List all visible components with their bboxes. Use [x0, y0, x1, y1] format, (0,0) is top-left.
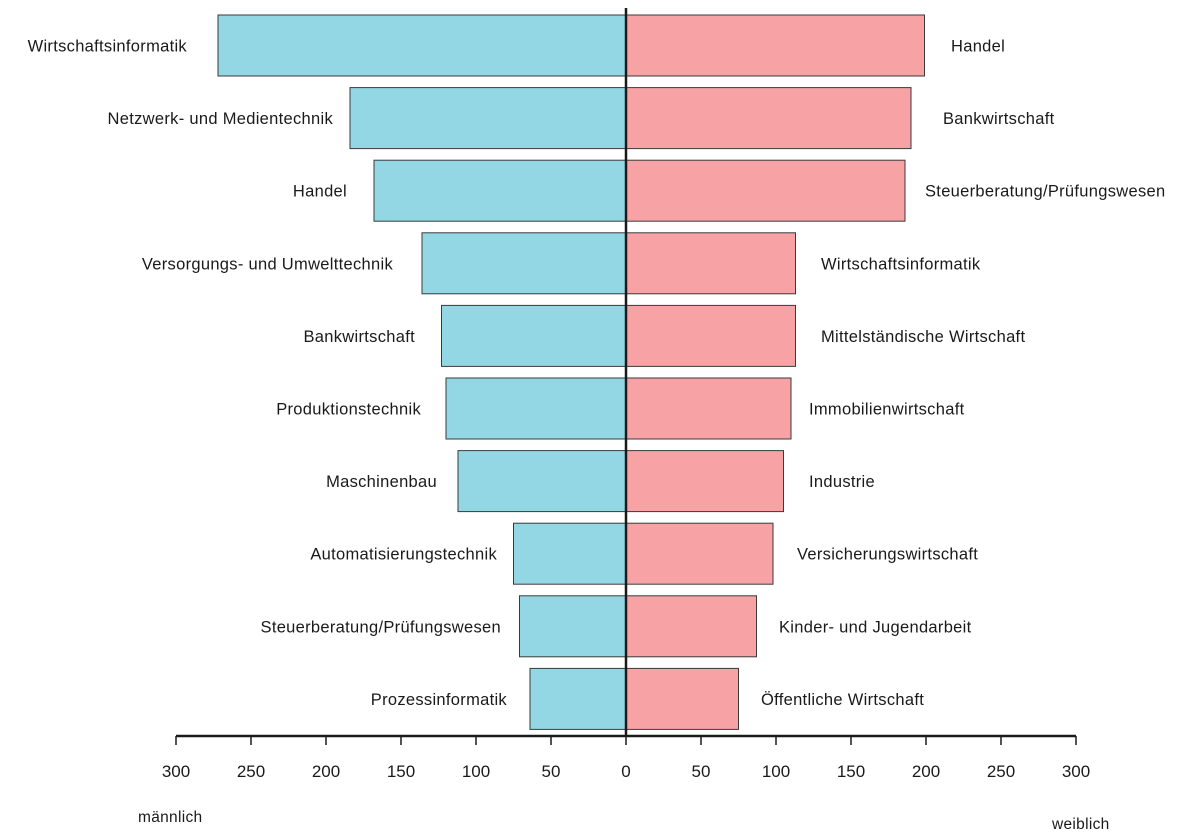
label-weiblich-immobilienwirtschaft: Immobilienwirtschaft	[809, 401, 965, 419]
bar-maennlich-netzwerk-und-medientechnik	[349, 87, 627, 150]
label-weiblich-industrie: Industrie	[809, 473, 875, 491]
x-tick-label: 100	[462, 762, 490, 781]
bar-maennlich-automatisierungstechnik	[513, 522, 627, 585]
bar-weiblich-bankwirtschaft	[625, 87, 912, 150]
label-maennlich-versorgungs-und-umwelttechnik: Versorgungs- und Umwelttechnik	[142, 255, 394, 273]
x-tick-label: 50	[692, 762, 711, 781]
side-label-weiblich: weiblich	[1051, 816, 1110, 833]
bars-maennlich	[217, 14, 627, 730]
label-maennlich-steuerberatung-pruefungswesen: Steuerberatung/Prüfungswesen	[261, 618, 501, 636]
bar-maennlich-bankwirtschaft	[441, 304, 627, 367]
label-maennlich-netzwerk-und-medientechnik: Netzwerk- und Medientechnik	[108, 110, 334, 128]
bar-maennlich-maschinenbau	[457, 450, 627, 513]
bar-weiblich-wirtschaftsinformatik	[625, 232, 796, 295]
bar-maennlich-produktionstechnik	[445, 377, 627, 440]
x-tick-label: 250	[237, 762, 265, 781]
x-tick-label: 200	[312, 762, 340, 781]
bar-maennlich-wirtschaftsinformatik	[217, 14, 627, 77]
bar-weiblich-handel	[625, 14, 925, 77]
x-axis-ticks: 300 250 200 150 100 50 0 50 100 150 200 250 300	[162, 736, 1090, 781]
label-maennlich-wirtschaftsinformatik: Wirtschaftsinformatik	[28, 38, 188, 56]
bar-maennlich-prozessinformatik	[529, 667, 627, 730]
x-tick-label: 300	[162, 762, 190, 781]
x-tick-label: 200	[912, 762, 940, 781]
x-tick-label: 300	[1062, 762, 1090, 781]
category-labels-maennlich: Wirtschaftsinformatik Netzwerk- und Medie…	[28, 38, 508, 709]
x-tick-label: 150	[387, 762, 415, 781]
bar-weiblich-oeffentliche-wirtschaft	[625, 667, 739, 730]
label-maennlich-bankwirtschaft: Bankwirtschaft	[304, 328, 416, 346]
label-weiblich-mittelstaendische-wirtschaft: Mittelständische Wirtschaft	[821, 328, 1025, 346]
label-weiblich-kinder-und-jugendarbeit: Kinder- und Jugendarbeit	[779, 618, 972, 636]
x-tick-label: 100	[762, 762, 790, 781]
bar-maennlich-steuerberatung-pruefungswesen	[519, 595, 627, 658]
bar-weiblich-versicherungswirtschaft	[625, 522, 774, 585]
bar-weiblich-immobilienwirtschaft	[625, 377, 792, 440]
bar-maennlich-versorgungs-und-umwelttechnik	[421, 232, 627, 295]
label-weiblich-steuerberatung-pruefungswesen: Steuerberatung/Prüfungswesen	[925, 183, 1165, 201]
label-weiblich-handel: Handel	[951, 38, 1005, 56]
label-weiblich-oeffentliche-wirtschaft: Öffentliche Wirtschaft	[761, 691, 924, 709]
label-maennlich-automatisierungstechnik: Automatisierungstechnik	[310, 546, 497, 564]
label-weiblich-wirtschaftsinformatik: Wirtschaftsinformatik	[821, 255, 981, 273]
x-tick-label: 150	[837, 762, 865, 781]
x-tick-label: 0	[621, 762, 630, 781]
bar-weiblich-mittelstaendische-wirtschaft	[625, 304, 796, 367]
bar-weiblich-industrie	[625, 450, 784, 513]
label-maennlich-maschinenbau: Maschinenbau	[326, 473, 437, 491]
bar-weiblich-kinder-und-jugendarbeit	[625, 595, 757, 658]
label-weiblich-versicherungswirtschaft: Versicherungswirtschaft	[797, 546, 978, 564]
bars-weiblich	[625, 14, 925, 730]
label-maennlich-produktionstechnik: Produktionstechnik	[276, 401, 421, 419]
label-maennlich-handel: Handel	[293, 183, 347, 201]
bar-weiblich-steuerberatung-pruefungswesen	[625, 159, 906, 222]
bar-maennlich-handel	[373, 159, 627, 222]
category-labels-weiblich: Handel Bankwirtschaft Steuerberatung/Prüfu…	[761, 38, 1165, 709]
x-tick-label: 50	[542, 762, 561, 781]
label-maennlich-prozessinformatik: Prozessinformatik	[371, 691, 508, 709]
x-tick-label: 250	[987, 762, 1015, 781]
side-label-maennlich: männlich	[138, 809, 202, 826]
label-weiblich-bankwirtschaft: Bankwirtschaft	[943, 110, 1055, 128]
